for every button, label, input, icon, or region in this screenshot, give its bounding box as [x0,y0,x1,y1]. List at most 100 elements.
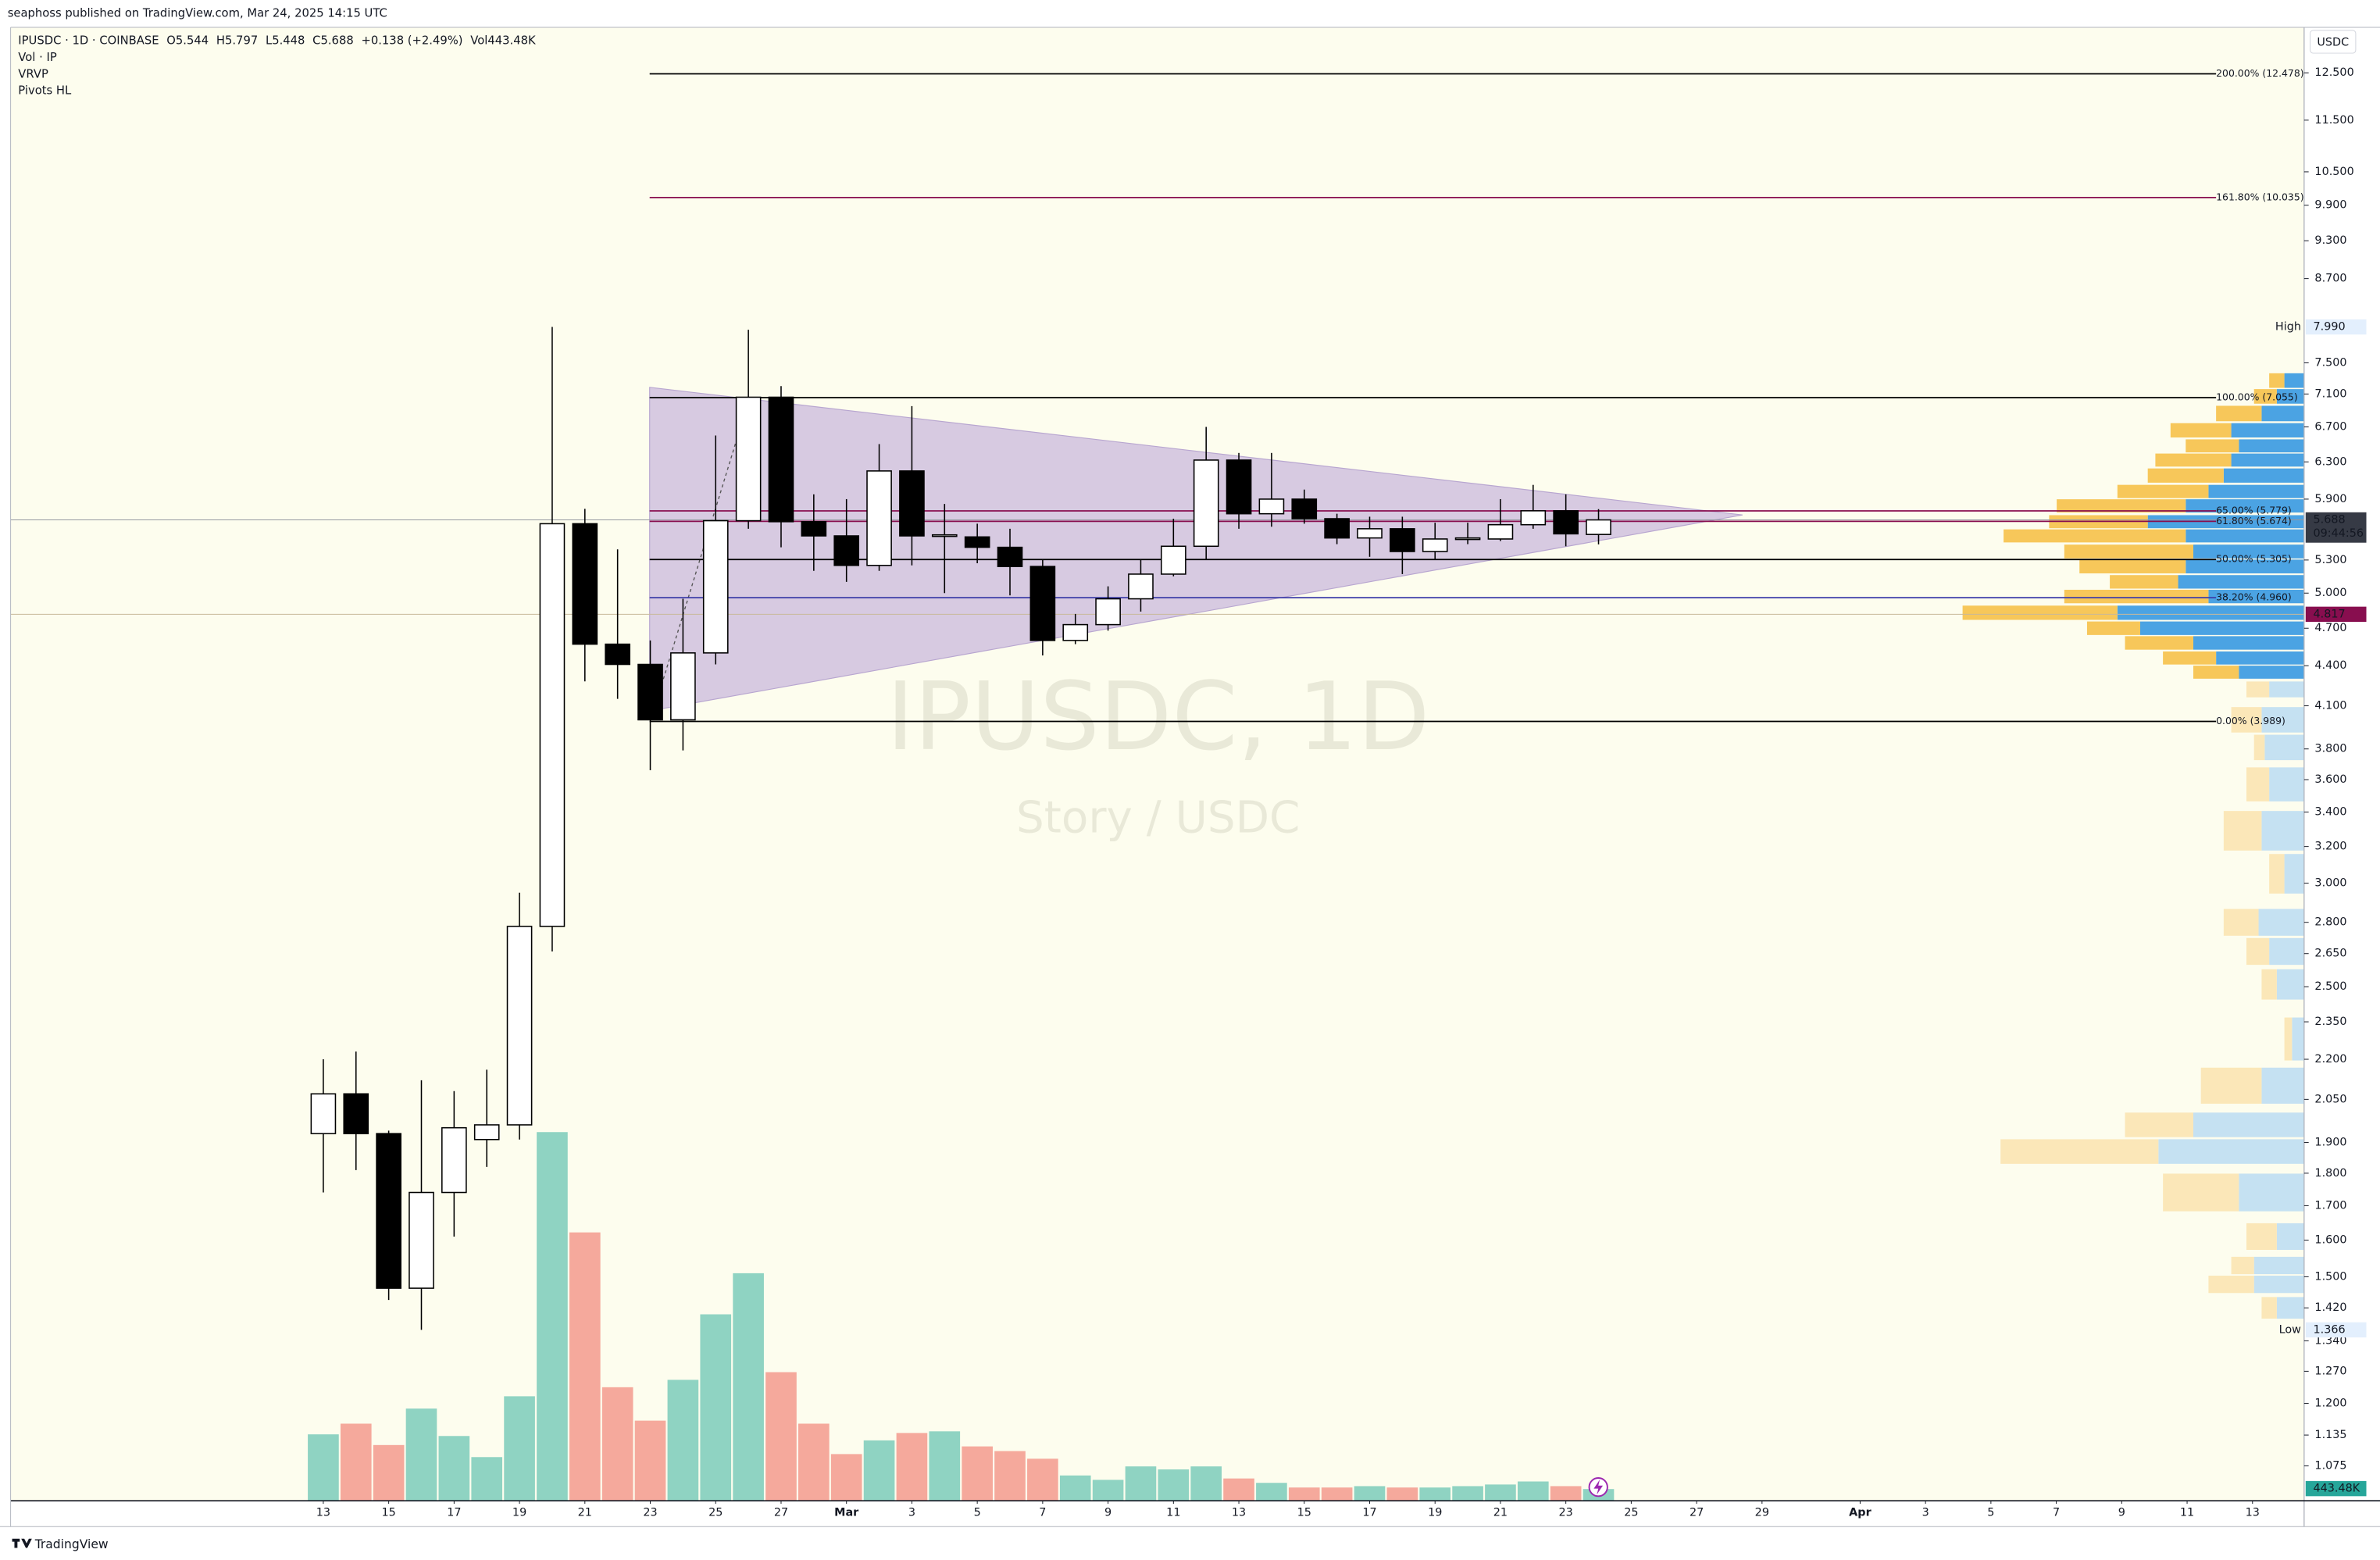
candle-body [768,396,794,523]
profile-down [2110,575,2178,589]
profile-down [2186,439,2239,453]
candle-body [1390,528,1415,552]
volume-bar [1124,1465,1158,1501]
profile-down [2125,1112,2193,1137]
low-marker-bg [2305,1322,2367,1338]
volume-bar [1190,1465,1223,1501]
volume-bar [1549,1485,1583,1501]
y-tick-label: 6.300 [2314,455,2346,468]
y-tick-label: 3.600 [2314,773,2346,786]
y-tick-label: 2.500 [2314,980,2346,993]
marker-price: 4.817 [2313,608,2345,620]
x-tick-label: 19 [1428,1507,1442,1519]
x-tick-label: 25 [708,1507,723,1519]
volume-bar [666,1379,700,1501]
x-tick-label: 27 [1690,1507,1704,1519]
y-tick-label: 1.420 [2314,1301,2346,1314]
y-tick-label: 4.700 [2314,622,2346,634]
indicator-label[interactable]: VRVP [18,67,48,80]
main-layer: 200.00% (12.478) 161.80% (10.035) 100.00% … [10,67,2304,1501]
y-tick-label: 10.500 [2314,166,2353,178]
profile-up [2261,811,2304,851]
y-tick-label: 3.200 [2314,841,2346,853]
candle-body [1357,528,1383,539]
last-price-bg [2305,512,2367,543]
x-tick-label: 5 [1987,1507,1994,1519]
candle-body [670,652,696,721]
triangle-pattern [649,387,1743,712]
candle-body [539,523,566,927]
x-tick-label: 17 [447,1507,461,1519]
profile-up [2253,1256,2304,1275]
fib-label: 0.00% (3.989) [2216,715,2285,726]
y-tick-label: 3.800 [2314,743,2346,755]
indicator-label[interactable]: Pivots HL [18,84,72,98]
x-tick-label: 3 [1922,1507,1929,1519]
volume-bar [535,1131,569,1501]
x-tick-label: 13 [316,1507,330,1519]
fib-label: 161.80% (10.035) [2216,191,2303,202]
profile-up [2264,734,2304,761]
x-tick-label: 23 [643,1507,657,1519]
symbol: IPUSDC · 1D · COINBASE [18,34,159,47]
ohlc-item: +0.138 (+2.49%) [361,34,462,47]
profile-down [2125,636,2193,650]
volume-bar [928,1430,962,1501]
y-tick-label: 1.800 [2314,1167,2346,1180]
indicator-label[interactable]: Vol · IP [18,51,57,64]
volume-bar [1483,1483,1517,1501]
profile-down [2261,969,2277,1000]
x-tick-label: 7 [2053,1507,2060,1519]
volume-bar [339,1423,373,1501]
volume-bar [470,1456,504,1501]
profile-down [2200,1067,2262,1104]
profile-down [2000,1139,2159,1164]
profile-down [2147,468,2224,483]
volume-bar [1386,1487,1419,1501]
candle-body [637,663,663,721]
high-marker: 7.990 [2313,321,2345,334]
y-tick-label: 9.300 [2314,234,2346,247]
profile-down [2261,1297,2277,1319]
candle-body [1062,623,1089,641]
currency-button[interactable] [2310,30,2357,54]
volume-bar [503,1395,537,1501]
volume-bar [1254,1482,1288,1501]
candle-body [1324,518,1350,539]
x-tick-label: 11 [2180,1507,2194,1519]
volume-bar [1516,1480,1550,1501]
volume-bar [1320,1487,1354,1501]
candle-body [1226,459,1252,515]
volume-bar [1026,1458,1059,1501]
volume-bar [764,1371,797,1501]
volume-bar [633,1419,667,1501]
volume-bar [1353,1485,1386,1501]
profile-down [2057,499,2186,513]
profile-up [2269,681,2304,698]
y-tick-label: 9.900 [2314,199,2346,212]
candle-body [931,534,958,537]
y-tick-label: 2.200 [2314,1053,2346,1066]
currency[interactable]: USDC [2317,36,2349,48]
candle-body [964,536,990,548]
watermark: IPUSDC, 1D [887,662,1430,772]
y-tick-label: 4.100 [2314,699,2346,712]
profile-down [2117,484,2209,498]
y-tick-label: 6.700 [2314,421,2346,434]
profile-down [2223,811,2262,851]
x-tick-label: 3 [908,1507,915,1519]
profile-up [2261,405,2304,422]
profile-down [2231,1256,2254,1275]
y-tick-label: 2.350 [2314,1016,2346,1028]
x-tick-label: Mar [834,1507,859,1519]
profile-up [2239,666,2304,679]
volume-label-bg [2305,1480,2367,1497]
profile-down [2216,405,2262,422]
profile-down [2231,707,2262,733]
candle-body [1193,459,1219,548]
x-tick-label: 29 [1755,1507,1769,1519]
fib-label: 61.80% (5.674) [2216,515,2292,527]
candle-body [833,535,860,566]
profile-down [2253,389,2277,404]
profile-down [2064,589,2209,604]
